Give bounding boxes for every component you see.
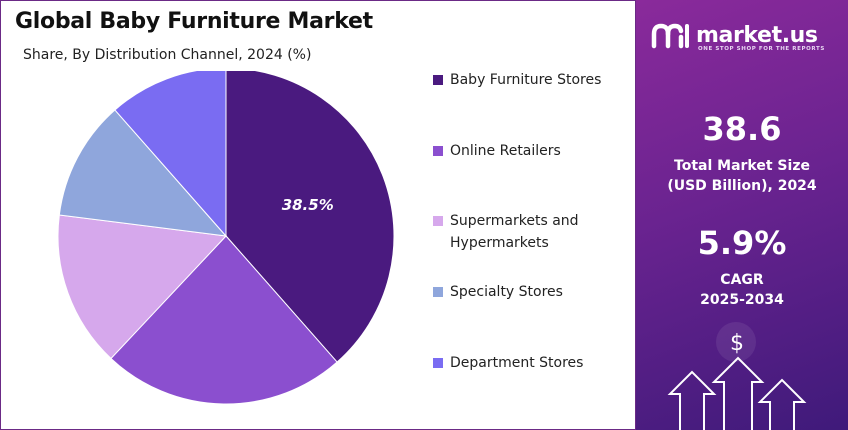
pie-slice-specialty-stores <box>58 109 228 237</box>
cagr-period: 2025-2034 <box>700 292 784 308</box>
legend-swatch <box>433 146 443 156</box>
pie-slice-baby-furniture-stores <box>225 71 395 363</box>
stats-sidebar: market.us ONE STOP SHOP FOR THE REPORTS … <box>636 0 848 430</box>
chart-panel: Global Baby Furniture Market Share, By D… <box>0 0 636 430</box>
brand-tagline: ONE STOP SHOP FOR THE REPORTS <box>698 46 825 52</box>
legend-item: Online Retailers <box>433 140 628 162</box>
legend-item: Department Stores <box>433 352 628 374</box>
chart-subtitle: Share, By Distribution Channel, 2024 (%) <box>23 47 312 63</box>
market-us-logo-icon <box>651 23 689 49</box>
cagr-value: 5.9% <box>697 224 787 262</box>
pie-slice-department-stores <box>114 71 227 238</box>
market-size-label: Total Market Size <box>674 158 810 174</box>
legend-label: Supermarkets and Hypermarkets <box>450 213 579 251</box>
pie-slice-online-retailers <box>110 235 338 405</box>
cagr-label: CAGR <box>720 272 764 288</box>
legend-item: Baby Furniture Stores <box>433 69 628 91</box>
growth-decoration: $ <box>667 322 807 430</box>
chart-title: Global Baby Furniture Market <box>15 9 373 34</box>
legend-label: Online Retailers <box>450 143 561 159</box>
brand-name: market.us <box>696 22 818 48</box>
brand: market.us <box>650 20 818 50</box>
legend-swatch <box>433 75 443 85</box>
pie-slice-supermarkets-and-hypermarkets <box>57 214 228 360</box>
legend-swatch <box>433 358 443 368</box>
market-size-value: 38.6 <box>702 110 782 148</box>
legend-item: Supermarkets and Hypermarkets <box>433 210 628 254</box>
legend-swatch <box>433 216 443 226</box>
legend-label: Baby Furniture Stores <box>450 72 602 88</box>
market-size-label-unit: (USD Billion), 2024 <box>667 178 817 194</box>
legend-label: Department Stores <box>450 355 584 371</box>
legend-label: Specialty Stores <box>450 284 563 300</box>
up-arrow-icon <box>667 356 807 430</box>
data-label-baby-furniture-stores: 38.5% <box>282 196 334 214</box>
legend-swatch <box>433 287 443 297</box>
pie-chart: 38.5% <box>57 71 395 405</box>
dollar-coin-icon <box>716 322 756 362</box>
legend-item: Specialty Stores <box>433 281 628 303</box>
dollar-icon: $ <box>730 331 744 356</box>
